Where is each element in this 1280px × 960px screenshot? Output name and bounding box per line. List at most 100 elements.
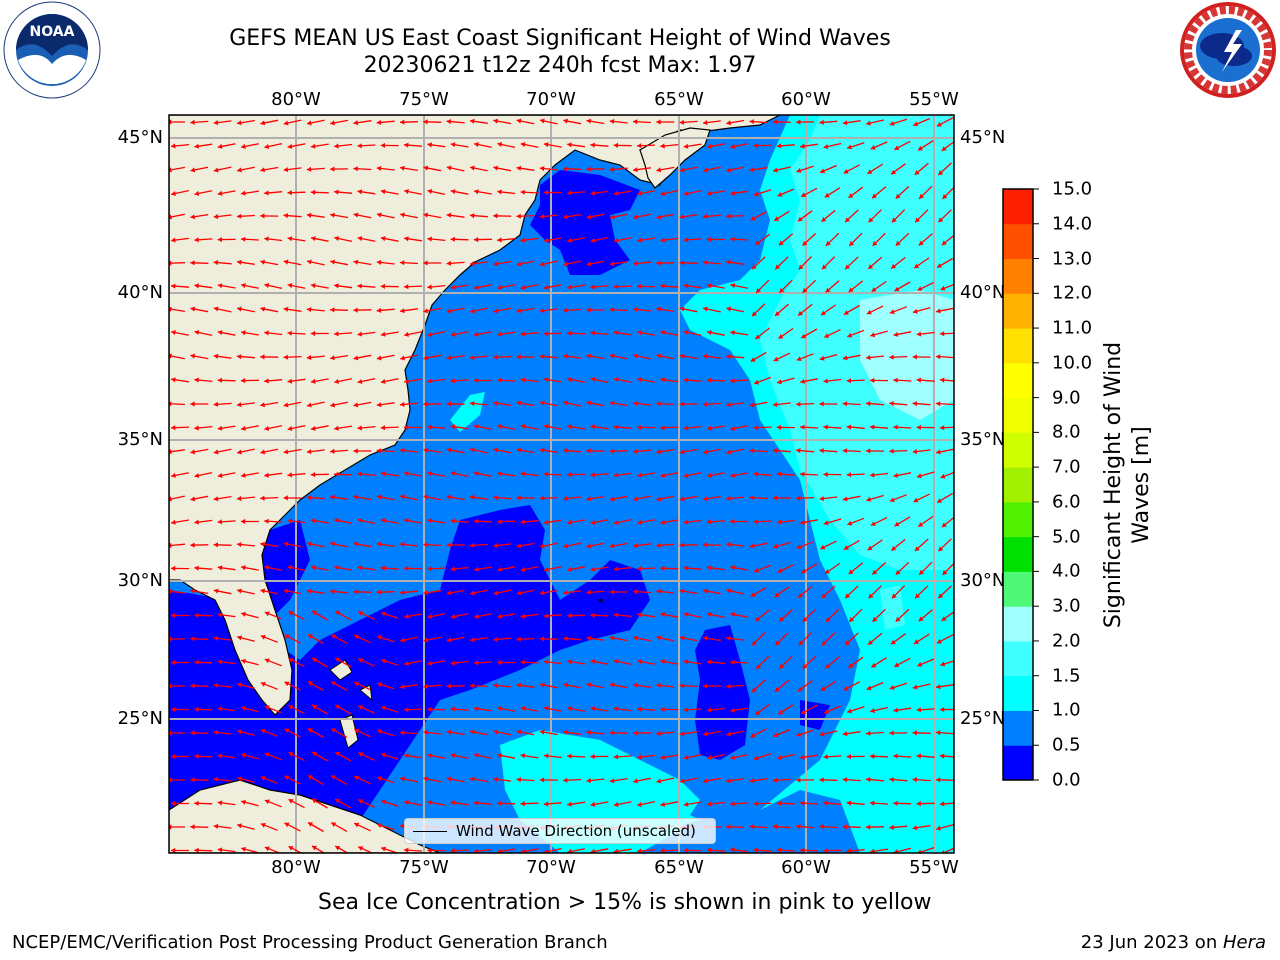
wind-wave-arrowhead	[171, 612, 176, 619]
wind-wave-arrowhead	[377, 682, 382, 687]
wind-wave-arrowhead	[516, 729, 522, 735]
wind-wave-arrowhead	[190, 496, 196, 502]
wind-wave-arrowhead	[284, 681, 290, 687]
wind-wave-arrowhead	[730, 518, 735, 525]
wind-wave-arrowhead	[353, 212, 359, 218]
wind-wave-arrowhead	[474, 471, 479, 477]
wind-wave-arrowhead	[683, 330, 689, 335]
wind-wave-arrowhead	[660, 706, 665, 712]
wind-wave-arrowhead	[381, 752, 386, 758]
wind-wave-arrowhead	[843, 545, 849, 550]
wind-wave-arrowhead	[919, 570, 925, 575]
wind-wave-arrowhead	[848, 287, 854, 293]
wind-wave-arrowhead	[751, 264, 757, 270]
wind-wave-arrowhead	[357, 425, 362, 431]
colorbar-segment	[1003, 223, 1033, 260]
wind-wave-arrowhead	[213, 167, 219, 173]
wind-wave-arrowhead	[497, 284, 503, 290]
wind-wave-arrowhead	[354, 775, 360, 781]
wind-wave-arrowhead	[656, 353, 662, 359]
wind-wave-arrowhead	[567, 190, 572, 196]
wind-wave-arrowhead	[750, 592, 756, 597]
wind-wave-arrowhead	[773, 732, 779, 738]
wind-wave-arrowhead	[893, 707, 898, 713]
wind-wave-arrowhead	[516, 118, 522, 124]
wind-wave-arrowhead	[796, 168, 802, 173]
wind-wave-arrowhead	[312, 704, 317, 710]
wind-wave-arrowhead	[730, 707, 735, 713]
wind-wave-arrowhead	[683, 801, 689, 807]
wind-wave-arrowhead	[240, 378, 246, 384]
wind-wave-arrowhead	[400, 355, 405, 361]
wind-wave-arrowhead	[567, 377, 572, 383]
wind-wave-arrowhead	[427, 800, 433, 806]
wind-wave-arrowhead	[637, 472, 642, 478]
wind-wave-arrowhead	[190, 636, 195, 642]
wind-wave-arrowhead	[427, 378, 432, 384]
wind-wave-arrowhead	[516, 354, 521, 360]
wind-wave-arrowhead	[637, 754, 642, 760]
wind-wave-arrowhead	[895, 193, 901, 199]
wind-wave-arrowhead	[404, 189, 409, 195]
wind-wave-arrowhead	[470, 729, 475, 735]
wind-wave-arrowhead	[730, 801, 735, 807]
wind-wave-arrowhead	[586, 400, 592, 406]
wind-wave-arrowhead	[400, 730, 405, 736]
wind-wave-arrowhead	[493, 400, 498, 406]
wind-wave-arrowhead	[824, 708, 829, 714]
lon-tick-bottom-80w: 80°W	[271, 857, 321, 878]
wind-wave-arrowhead	[194, 143, 199, 149]
wind-wave-arrowhead	[845, 264, 851, 270]
wind-wave-arrowhead	[939, 707, 945, 713]
wind-wave-arrowhead	[586, 496, 592, 502]
wind-wave-arrowhead	[633, 496, 638, 502]
wind-wave-arrowhead	[563, 261, 568, 267]
wind-wave-arrowhead	[755, 334, 761, 340]
wind-wave-arrowhead	[260, 120, 266, 126]
wind-wave-arrowhead	[311, 565, 316, 571]
wind-wave-arrowhead	[380, 471, 386, 477]
wind-wave-arrowhead	[264, 472, 269, 478]
wind-wave-arrowhead	[683, 847, 688, 853]
wind-wave-arrowhead	[264, 799, 270, 805]
wind-wave-arrowhead	[889, 777, 894, 783]
wind-wave-arrowhead	[264, 611, 270, 617]
wind-wave-arrowhead	[194, 330, 200, 335]
wind-wave-arrowhead	[845, 217, 850, 223]
wind-wave-arrowhead	[821, 640, 827, 646]
wind-wave-arrowhead	[539, 166, 545, 172]
wind-wave-arrowhead	[307, 120, 312, 126]
wind-wave-arrowhead	[935, 354, 941, 360]
wind-wave-arrowhead	[540, 400, 545, 406]
wind-wave-arrowhead	[543, 659, 549, 665]
wind-wave-arrowhead	[520, 377, 526, 383]
wind-wave-arrowhead	[334, 425, 339, 431]
wind-wave-arrowhead	[912, 777, 918, 783]
wind-wave-arrowhead	[586, 682, 592, 688]
wind-wave-arrowhead	[288, 658, 294, 663]
wind-wave-arrowhead	[331, 822, 337, 827]
wind-wave-arrowhead	[821, 217, 827, 222]
wind-wave-arrowhead	[703, 778, 708, 784]
colorbar-title-text: Significant Height of Wind Waves [m]	[1101, 341, 1154, 629]
wind-wave-arrowhead	[707, 612, 712, 617]
wind-wave-arrowhead	[753, 191, 759, 197]
wind-wave-arrowhead	[753, 847, 758, 853]
wind-wave-arrowhead	[470, 261, 475, 267]
wind-wave-arrowhead	[637, 237, 642, 243]
wind-wave-arrowhead	[893, 472, 899, 478]
lon-tick-top-70w: 70°W	[526, 89, 576, 110]
wind-wave-arrowhead	[772, 448, 778, 454]
wind-wave-arrowhead	[866, 120, 871, 126]
wind-wave-arrowhead	[609, 353, 615, 359]
wind-wave-arrowhead	[446, 165, 452, 171]
wind-wave-arrowhead	[446, 542, 451, 548]
wind-wave-arrowhead	[889, 354, 894, 360]
wind-wave-arrowhead	[730, 472, 735, 478]
wind-wave-arrowhead	[241, 846, 246, 852]
wind-wave-arrowhead	[776, 800, 782, 806]
wind-wave-arrowhead	[311, 236, 316, 242]
wind-wave-arrowhead	[707, 565, 712, 571]
wind-wave-arrowhead	[404, 613, 409, 619]
wind-wave-arrowhead	[726, 354, 731, 360]
